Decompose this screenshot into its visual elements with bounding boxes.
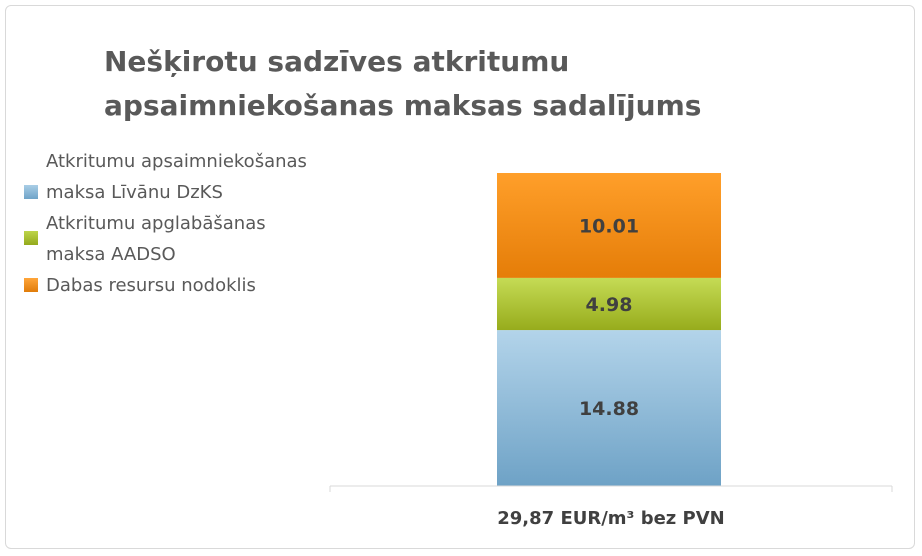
- bar-segment-livanu-dzks: [497, 330, 721, 486]
- legend-label-aadso: Atkritumu apglabāšanas maksa AADSO: [46, 213, 266, 265]
- legend-item-livanu-dzks: Atkritumu apsaimniekošanas maksa Līvānu …: [22, 146, 322, 208]
- data-label-dabas-resursu: 10.01: [579, 215, 639, 237]
- legend-swatch-livanu-dzks: [24, 185, 38, 199]
- bar-segment-dabas-resursu: [497, 173, 721, 278]
- legend: Atkritumu apsaimniekošanas maksa Līvānu …: [22, 146, 322, 301]
- legend-swatch-aadso: [24, 231, 38, 245]
- bar-segment-aadso: [497, 277, 721, 331]
- legend-label-dabas-resursu: Dabas resursu nodoklis: [46, 275, 256, 296]
- legend-item-aadso: Atkritumu apglabāšanas maksa AADSO: [22, 208, 322, 270]
- data-label-aadso: 4.98: [586, 294, 633, 316]
- data-label-livanu-dzks: 14.88: [579, 398, 639, 420]
- legend-item-dabas-resursu-nodoklis: Dabas resursu nodoklis: [22, 270, 322, 301]
- legend-swatch-dabas-resursu: [24, 278, 38, 292]
- chart-area: [5, 5, 915, 549]
- chart-title: Nešķirotu sadzīves atkritumu apsaimnieko…: [104, 45, 702, 122]
- legend-label-livanu-dzks: Atkritumu apsaimniekošanas maksa Līvānu …: [46, 151, 307, 203]
- x-category-label: 29,87 EUR/m³ bez PVN: [497, 508, 724, 529]
